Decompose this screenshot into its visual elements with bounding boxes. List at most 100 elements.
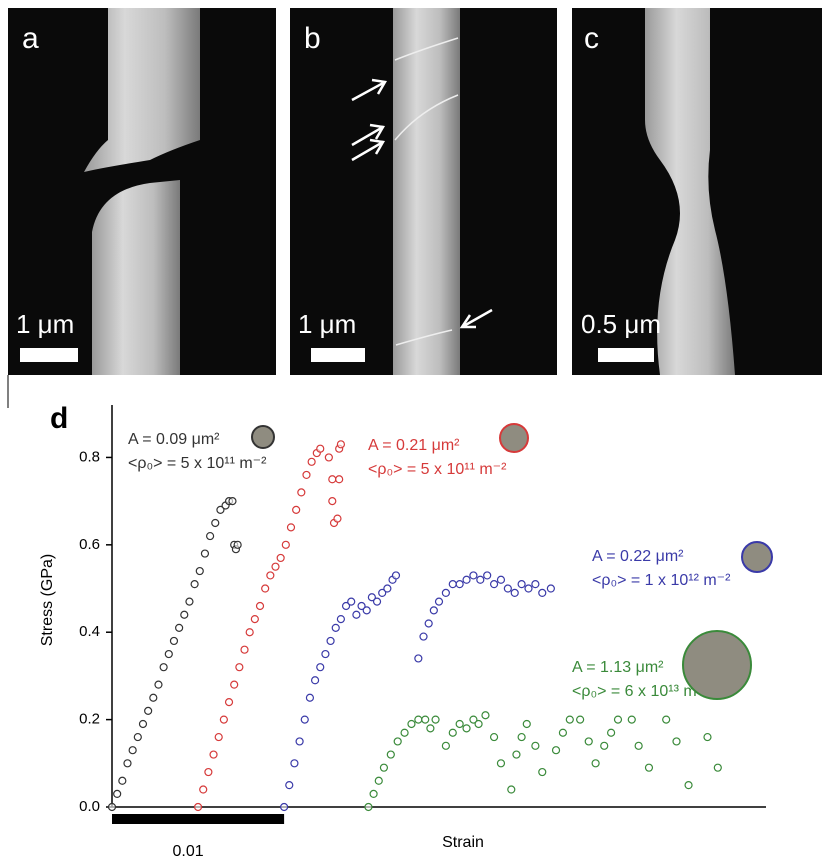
- data-point: [422, 716, 429, 723]
- data-point: [181, 611, 188, 618]
- scale-bar-label: 1 μm: [16, 309, 74, 339]
- data-point: [628, 716, 635, 723]
- nanopillar: [92, 180, 180, 375]
- data-point: [592, 760, 599, 767]
- data-point: [685, 782, 692, 789]
- data-point: [553, 747, 560, 754]
- data-point: [415, 716, 422, 723]
- data-point: [608, 729, 615, 736]
- series-label: A = 0.22 μm²: [592, 548, 684, 565]
- data-point: [308, 458, 315, 465]
- data-point: [491, 734, 498, 741]
- data-point: [532, 581, 539, 588]
- series-label: A = 0.21 μm²: [368, 437, 460, 454]
- scale-bar: [311, 348, 365, 362]
- data-point: [272, 563, 279, 570]
- series-note: <ρ₀> = 1 x 10¹² m⁻²: [592, 572, 731, 589]
- data-point: [585, 738, 592, 745]
- data-point: [518, 734, 525, 741]
- data-point: [212, 519, 219, 526]
- data-point: [329, 498, 336, 505]
- data-point: [370, 790, 377, 797]
- data-point: [497, 576, 504, 583]
- data-point: [518, 581, 525, 588]
- data-point: [234, 541, 241, 548]
- data-point: [332, 624, 339, 631]
- data-point: [645, 764, 652, 771]
- data-point: [673, 738, 680, 745]
- data-point: [281, 804, 288, 811]
- data-point: [384, 585, 391, 592]
- series-label: A = 1.13 μm²: [572, 659, 664, 676]
- data-point: [296, 738, 303, 745]
- data-point: [119, 777, 126, 784]
- data-point: [511, 589, 518, 596]
- data-point: [614, 716, 621, 723]
- data-point: [430, 607, 437, 614]
- data-point: [484, 572, 491, 579]
- data-point: [456, 720, 463, 727]
- data-point: [663, 716, 670, 723]
- data-point: [392, 572, 399, 579]
- data-point: [301, 716, 308, 723]
- data-point: [205, 769, 212, 776]
- data-point: [532, 742, 539, 749]
- data-point: [114, 790, 121, 797]
- data-point: [165, 651, 172, 658]
- data-point: [298, 489, 305, 496]
- data-point: [150, 694, 157, 701]
- data-point: [463, 725, 470, 732]
- data-point: [325, 454, 332, 461]
- data-point: [475, 720, 482, 727]
- data-point: [508, 786, 515, 793]
- y-axis-label: Stress (GPa): [39, 554, 56, 646]
- data-point: [267, 572, 274, 579]
- data-point: [124, 760, 131, 767]
- data-point: [365, 804, 372, 811]
- data-point: [337, 441, 344, 448]
- data-point: [145, 707, 152, 714]
- data-point: [226, 699, 233, 706]
- data-point: [282, 541, 289, 548]
- data-point: [348, 598, 355, 605]
- data-point: [380, 764, 387, 771]
- scale-bar-label: 0.5 μm: [581, 309, 661, 339]
- data-point: [401, 729, 408, 736]
- data-point: [547, 585, 554, 592]
- data-point: [139, 720, 146, 727]
- data-point: [231, 681, 238, 688]
- data-point: [246, 629, 253, 636]
- data-point: [394, 738, 401, 745]
- data-point: [353, 611, 360, 618]
- data-point: [449, 581, 456, 588]
- data-point: [704, 734, 711, 741]
- figure: a 1 μm b 1 μm c 0.5 μm d Stress (GPa) St…: [0, 0, 829, 862]
- legend-symbol: [683, 631, 751, 699]
- data-point: [436, 598, 443, 605]
- y-tick-label: 0.4: [79, 623, 100, 640]
- data-point: [601, 742, 608, 749]
- data-point: [134, 734, 141, 741]
- panel-label: b: [304, 22, 321, 55]
- data-point: [336, 476, 343, 483]
- data-point: [160, 664, 167, 671]
- legend-symbol: [742, 542, 772, 572]
- x-axis-label: Strain: [442, 834, 484, 851]
- data-point: [207, 533, 214, 540]
- panel-label: d: [50, 402, 68, 435]
- nanopillar: [393, 8, 460, 375]
- data-point: [497, 760, 504, 767]
- scale-bar-label: 1 μm: [298, 309, 356, 339]
- scale-bar: [598, 348, 654, 362]
- data-point: [477, 576, 484, 583]
- data-point: [415, 655, 422, 662]
- data-point: [155, 681, 162, 688]
- data-point: [456, 581, 463, 588]
- data-point: [337, 616, 344, 623]
- data-point: [200, 786, 207, 793]
- series-note: <ρ₀> = 5 x 10¹¹ m⁻²: [368, 461, 507, 478]
- data-point: [306, 694, 313, 701]
- legend-symbol: [252, 426, 274, 448]
- data-point: [504, 585, 511, 592]
- data-point: [277, 554, 284, 561]
